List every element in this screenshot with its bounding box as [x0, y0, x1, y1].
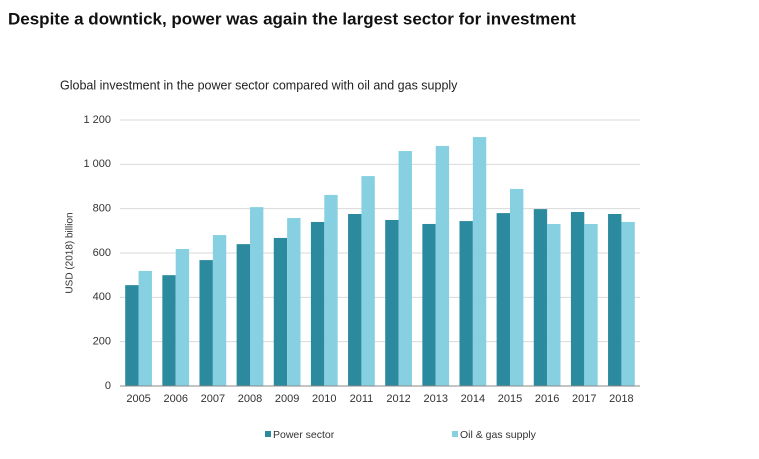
x-tick-label: 2012	[386, 393, 410, 405]
x-tick-label: 2016	[535, 393, 559, 405]
bar	[324, 194, 338, 386]
bar	[472, 137, 487, 386]
x-tick-label: 2011	[350, 393, 374, 405]
bar	[584, 223, 598, 386]
bar	[510, 188, 524, 386]
bar	[310, 221, 325, 386]
bar	[608, 213, 622, 386]
y-tick-label: 800	[93, 203, 111, 215]
bar	[138, 270, 152, 386]
y-tick-label: 600	[93, 247, 111, 259]
legend-swatch	[452, 431, 458, 437]
x-tick-label: 2010	[312, 393, 336, 405]
x-tick-label: 2005	[126, 393, 150, 405]
legend-label: Oil & gas supply	[460, 429, 537, 441]
y-tick-label: 200	[93, 336, 111, 348]
legend-swatch	[265, 431, 271, 437]
bar	[348, 213, 362, 386]
bar	[435, 145, 450, 386]
x-tick-label: 2013	[423, 393, 447, 405]
bar	[212, 235, 227, 386]
bar	[273, 237, 288, 386]
bar	[385, 219, 399, 386]
bar	[570, 211, 585, 386]
bar	[287, 217, 301, 386]
bar	[533, 209, 548, 386]
chart-title: Despite a downtick, power was again the …	[8, 9, 576, 28]
y-tick-label: 400	[93, 291, 111, 303]
bar	[199, 260, 213, 386]
y-tick-label: 1 000	[83, 158, 111, 170]
x-tick-label: 2008	[238, 393, 262, 405]
bar	[459, 221, 473, 386]
bar	[621, 221, 635, 386]
bar	[175, 249, 190, 386]
x-tick-label: 2009	[275, 393, 299, 405]
x-tick-label: 2017	[572, 393, 596, 405]
bar	[422, 223, 436, 386]
y-tick-label: 1 200	[83, 114, 111, 126]
x-tick-label: 2014	[461, 393, 485, 405]
bar	[236, 244, 250, 386]
bar	[361, 176, 375, 386]
x-tick-label: 2018	[609, 393, 633, 405]
bar	[547, 223, 561, 386]
chart-subtitle: Global investment in the power sector co…	[60, 78, 458, 92]
y-axis-label: USD (2018) billion	[65, 212, 76, 293]
bar	[125, 285, 139, 386]
x-tick-label: 2006	[163, 393, 187, 405]
x-tick-label: 2007	[201, 393, 225, 405]
bar	[398, 151, 412, 386]
bar	[250, 207, 264, 386]
bar	[496, 213, 510, 386]
y-tick-label: 0	[105, 380, 111, 392]
bar	[162, 275, 176, 386]
legend-label: Power sector	[273, 429, 335, 441]
x-tick-label: 2015	[498, 393, 522, 405]
